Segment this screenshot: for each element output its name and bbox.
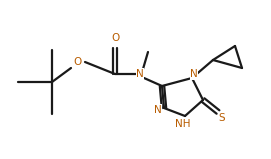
Text: N: N: [154, 105, 162, 115]
Text: NH: NH: [175, 119, 191, 129]
Text: S: S: [219, 113, 225, 123]
Text: O: O: [74, 57, 82, 67]
Text: O: O: [111, 33, 119, 43]
Text: N: N: [190, 69, 198, 79]
Text: N: N: [136, 69, 144, 79]
